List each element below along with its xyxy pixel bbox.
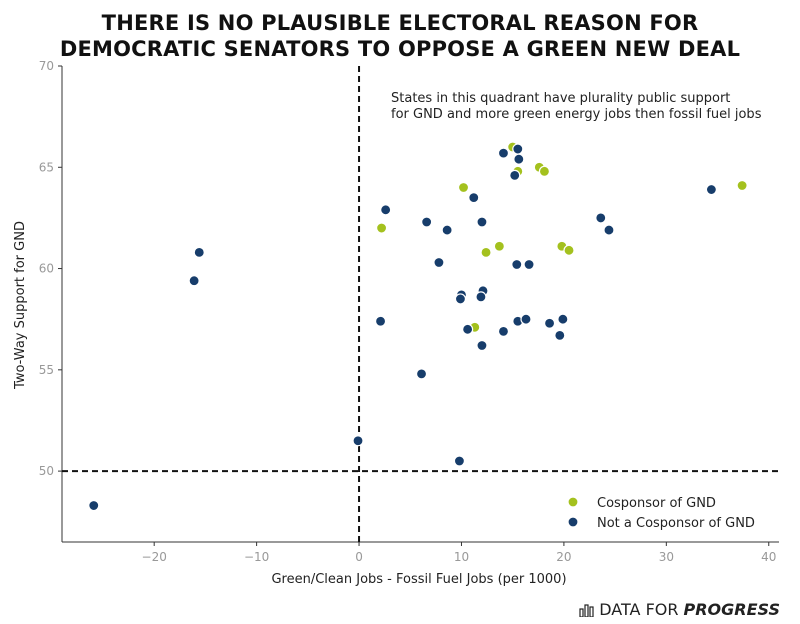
x-tick-label: 30 xyxy=(659,550,674,564)
point-not-cosponsor xyxy=(433,256,445,269)
point-not-cosponsor xyxy=(705,183,717,196)
point-not-cosponsor xyxy=(421,216,433,228)
bar-chart-icon xyxy=(579,603,594,617)
x-tick-label: 20 xyxy=(556,550,571,564)
point-not-cosponsor xyxy=(603,224,615,236)
point-not-cosponsor xyxy=(462,323,474,335)
point-not-cosponsor xyxy=(557,313,569,325)
chart-title-line-1: THERE IS NO PLAUSIBLE ELECTORAL REASON F… xyxy=(101,11,699,35)
data-points xyxy=(88,141,748,512)
x-tick-label: 10 xyxy=(454,550,469,564)
point-not-cosponsor xyxy=(520,313,532,325)
legend-label: Cosponsor of GND xyxy=(597,496,716,511)
point-not-cosponsor xyxy=(513,153,525,165)
point-not-cosponsor xyxy=(193,246,205,258)
point-not-cosponsor xyxy=(380,204,392,216)
point-not-cosponsor xyxy=(374,315,387,327)
point-not-cosponsor xyxy=(509,169,521,181)
y-tick-label: 50 xyxy=(39,464,54,478)
y-tick-label: 65 xyxy=(39,160,54,174)
x-tick-label: −20 xyxy=(142,550,167,564)
point-cosponsor xyxy=(493,240,505,252)
point-not-cosponsor xyxy=(554,329,566,341)
y-tick-label: 60 xyxy=(39,262,54,276)
point-not-cosponsor xyxy=(497,325,510,337)
point-cosponsor xyxy=(480,246,492,258)
y-tick-label: 70 xyxy=(39,59,54,73)
point-not-cosponsor xyxy=(88,499,100,512)
point-not-cosponsor xyxy=(512,143,524,155)
point-not-cosponsor xyxy=(475,291,487,303)
y-axis-label: Two-Way Support for GND xyxy=(13,221,28,390)
point-not-cosponsor xyxy=(468,192,480,204)
legend-marker xyxy=(567,496,579,508)
quadrant-annotation-line-2: for GND and more green energy jobs then … xyxy=(391,107,762,122)
point-not-cosponsor xyxy=(441,224,453,236)
chart-title: THERE IS NO PLAUSIBLE ELECTORAL REASON F… xyxy=(0,10,800,62)
reference-lines xyxy=(62,66,779,542)
point-cosponsor xyxy=(457,181,470,194)
footer-brand-light: DATA FOR xyxy=(599,600,679,619)
quadrant-annotation-line-1: States in this quadrant have plurality p… xyxy=(391,91,730,106)
x-tick-label: −10 xyxy=(244,550,269,564)
footer-brand-bold: PROGRESS xyxy=(683,600,780,619)
x-axis-label: Green/Clean Jobs - Fossil Fuel Jobs (per… xyxy=(271,572,566,587)
x-tick-label: 0 xyxy=(355,550,363,564)
legend: Cosponsor of GND Not a Cosponsor of GND xyxy=(567,496,755,531)
point-not-cosponsor xyxy=(497,147,510,159)
chart-title-line-2: DEMOCRATIC SENATORS TO OPPOSE A GREEN NE… xyxy=(59,37,741,61)
point-not-cosponsor xyxy=(476,216,488,228)
point-not-cosponsor xyxy=(511,258,523,271)
point-cosponsor xyxy=(736,179,748,192)
point-not-cosponsor xyxy=(454,293,467,305)
quadrant-annotation: States in this quadrant have plurality p… xyxy=(391,91,762,122)
legend-label: Not a Cosponsor of GND xyxy=(597,516,755,531)
x-tick-label: 40 xyxy=(761,550,776,564)
point-not-cosponsor xyxy=(476,339,488,352)
axes: −20 −10 0 10 20 30 40 50 55 60 65 70 xyxy=(39,59,779,564)
point-not-cosponsor xyxy=(543,317,556,329)
point-cosponsor xyxy=(375,222,388,234)
y-tick-label: 55 xyxy=(39,363,54,377)
point-not-cosponsor xyxy=(352,435,364,447)
point-not-cosponsor xyxy=(595,212,607,224)
point-cosponsor xyxy=(563,244,575,256)
point-not-cosponsor xyxy=(453,455,466,467)
point-not-cosponsor xyxy=(188,275,200,287)
point-not-cosponsor xyxy=(523,258,535,271)
footer-brand: DATA FOR PROGRESS xyxy=(579,600,780,619)
point-cosponsor xyxy=(538,165,551,177)
legend-marker xyxy=(567,516,579,528)
point-not-cosponsor xyxy=(415,368,428,380)
